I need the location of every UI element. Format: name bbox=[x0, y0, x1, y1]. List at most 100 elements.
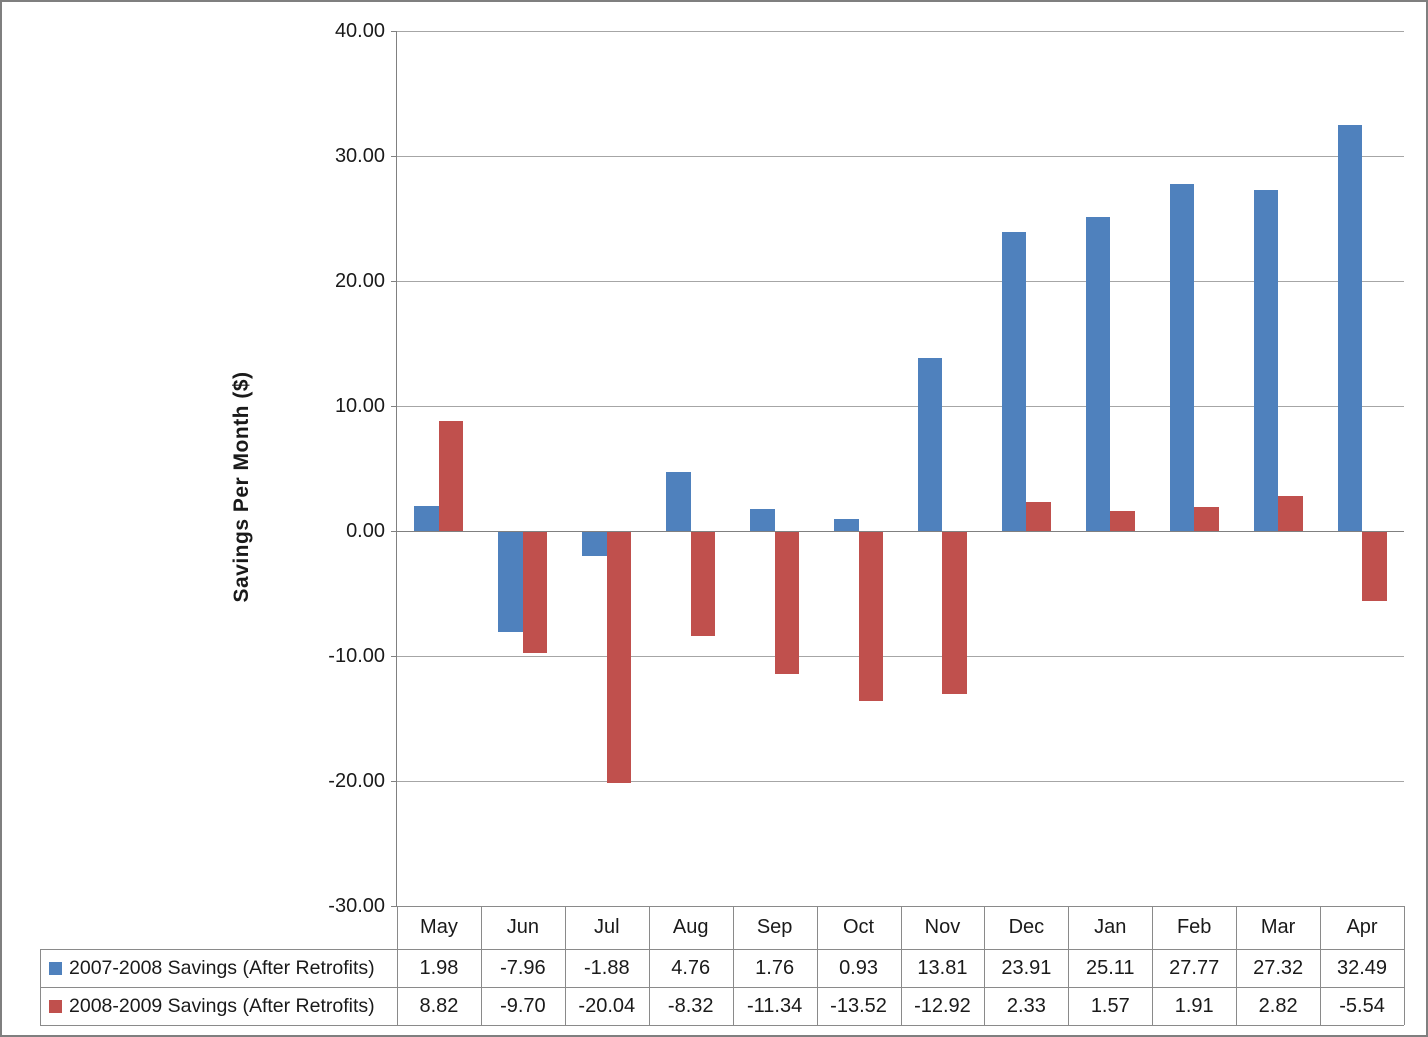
bar-series2-feb bbox=[1194, 507, 1219, 531]
value-cell: -7.96 bbox=[500, 957, 546, 979]
y-tick-label: -30.00 bbox=[328, 895, 385, 917]
value-cell: 8.82 bbox=[419, 995, 459, 1017]
value-cell: 25.11 bbox=[1085, 957, 1135, 979]
table-border-v-4 bbox=[732, 906, 734, 1025]
value-cell: -11.34 bbox=[746, 995, 803, 1017]
table-border-v-6 bbox=[900, 906, 902, 1025]
legend-cell-series2: 2008-2009 Savings (After Retrofits) bbox=[40, 987, 397, 1025]
value-cell: -12.92 bbox=[914, 995, 971, 1017]
gridline-40.00 bbox=[397, 31, 1404, 32]
gridline-20.00 bbox=[397, 281, 1404, 282]
value-cell: 4.76 bbox=[671, 957, 711, 979]
month-header-cell: Sep bbox=[756, 916, 793, 938]
month-header-cell: Oct bbox=[842, 916, 875, 938]
value-cell: 1.57 bbox=[1090, 995, 1130, 1017]
gridline-10.00 bbox=[397, 406, 1404, 407]
legend-label: 2008-2009 Savings (After Retrofits) bbox=[69, 994, 375, 1017]
value-cell: 27.77 bbox=[1169, 957, 1220, 979]
table-border-v-3 bbox=[648, 906, 650, 1025]
bar-series2-jun bbox=[522, 532, 548, 654]
bar-series1-may bbox=[414, 506, 439, 531]
bar-series1-oct bbox=[834, 519, 859, 531]
month-header-cell: Feb bbox=[1176, 916, 1212, 938]
bar-series2-jan bbox=[1110, 511, 1135, 531]
legend-swatch-icon bbox=[49, 999, 62, 1013]
bar-series1-jan bbox=[1085, 217, 1111, 531]
y-tick-mark bbox=[391, 281, 397, 282]
value-cell: 32.49 bbox=[1337, 957, 1388, 979]
value-cell: -20.04 bbox=[578, 995, 636, 1017]
gridline--10.00 bbox=[397, 656, 1404, 657]
value-cell: 1.76 bbox=[755, 957, 795, 979]
y-tick-label: -10.00 bbox=[328, 645, 385, 667]
value-cell: -5.54 bbox=[1339, 995, 1385, 1017]
table-border-h bbox=[40, 949, 1404, 950]
bar-series1-dec bbox=[1001, 232, 1027, 531]
value-cell: 1.91 bbox=[1174, 995, 1214, 1017]
bar-series2-oct bbox=[858, 532, 884, 701]
month-header-cell: Jun bbox=[506, 916, 539, 938]
value-cell: 0.93 bbox=[839, 957, 878, 979]
month-header-cell: Nov bbox=[924, 916, 961, 938]
table-border-v-12 bbox=[1404, 906, 1405, 1025]
month-header-cell: Jan bbox=[1094, 916, 1127, 938]
y-tick-mark bbox=[391, 781, 397, 782]
table-border-h bbox=[40, 987, 1404, 988]
bar-series2-apr bbox=[1362, 532, 1387, 602]
month-header-cell: Mar bbox=[1260, 916, 1296, 938]
month-header-cell: Jul bbox=[593, 916, 620, 938]
y-tick-label: 20.00 bbox=[334, 270, 385, 292]
month-header-cell: Dec bbox=[1008, 916, 1045, 938]
value-cell: 2.33 bbox=[1006, 995, 1046, 1017]
value-cell: 13.81 bbox=[917, 957, 968, 979]
legend-swatch-icon bbox=[49, 961, 62, 975]
y-tick-label: 0.00 bbox=[346, 520, 385, 542]
bar-series2-mar bbox=[1278, 495, 1303, 531]
bar-series1-feb bbox=[1169, 183, 1195, 531]
bar-series2-nov bbox=[942, 532, 967, 694]
bar-series1-mar bbox=[1253, 189, 1279, 531]
value-cell: -13.52 bbox=[830, 995, 887, 1017]
y-tick-label: 30.00 bbox=[334, 145, 385, 167]
table-border-v-1 bbox=[480, 906, 482, 1025]
value-cell: 27.32 bbox=[1253, 957, 1304, 979]
value-cell: 1.98 bbox=[419, 957, 459, 979]
bar-series2-aug bbox=[690, 532, 716, 636]
bar-series1-jul bbox=[582, 532, 607, 556]
y-tick-mark bbox=[391, 906, 397, 907]
y-axis-title: Savings Per Month ($) bbox=[230, 371, 253, 603]
value-cell: -9.70 bbox=[500, 995, 546, 1017]
bar-series1-jun bbox=[498, 532, 523, 632]
table-border-v-8 bbox=[1068, 906, 1070, 1025]
value-cell: -1.88 bbox=[583, 957, 630, 979]
y-tick-mark bbox=[391, 656, 397, 657]
gridline-30.00 bbox=[397, 156, 1404, 157]
y-tick-label: 10.00 bbox=[334, 395, 385, 417]
value-cell: 23.91 bbox=[1001, 957, 1052, 979]
y-tick-label: -20.00 bbox=[328, 770, 385, 792]
y-tick-mark bbox=[391, 531, 397, 532]
y-tick-mark bbox=[391, 406, 397, 407]
bar-series2-may bbox=[438, 420, 464, 531]
bar-series1-apr bbox=[1337, 124, 1363, 531]
table-border-bottom bbox=[40, 1025, 1404, 1026]
table-border-v-0 bbox=[397, 906, 398, 1025]
bar-series1-sep bbox=[750, 509, 775, 531]
bar-series1-nov bbox=[917, 358, 943, 531]
table-border-v-2 bbox=[564, 906, 566, 1025]
month-header-cell: Aug bbox=[672, 916, 709, 938]
table-border-v-7 bbox=[984, 906, 986, 1025]
table-border-legend-left bbox=[40, 949, 41, 1025]
y-tick-mark bbox=[391, 31, 397, 32]
legend-label: 2007-2008 Savings (After Retrofits) bbox=[69, 956, 375, 979]
gridline-0.00 bbox=[397, 531, 1404, 532]
value-cell: 2.82 bbox=[1258, 995, 1298, 1017]
y-tick-label: 40.00 bbox=[334, 20, 385, 42]
table-border-v-11 bbox=[1320, 906, 1322, 1025]
value-cell: -8.32 bbox=[667, 995, 714, 1017]
bar-series2-jul bbox=[606, 532, 632, 783]
bar-series2-sep bbox=[774, 532, 800, 674]
y-axis-line bbox=[396, 31, 397, 906]
table-border-v-9 bbox=[1152, 906, 1154, 1025]
